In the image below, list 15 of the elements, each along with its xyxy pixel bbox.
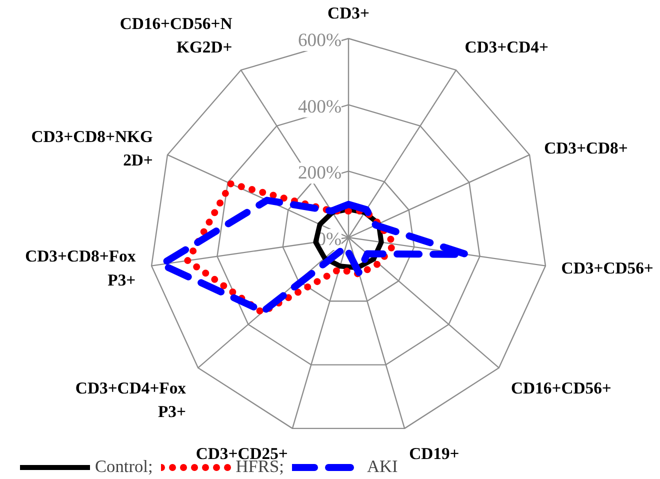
spoke-label: CD16+CD56+NKG2D+ [120,14,232,57]
spoke-label: CD3+CD4+ [464,38,549,57]
legend-label: AKI [366,457,398,477]
spoke-label: CD3+CD8+ [544,138,628,158]
y-tick-label: 600% [298,30,342,51]
legend-label: Control; [95,457,153,477]
spoke-label: CD3+CD56+ [561,258,654,278]
spoke-label: CD3+CD8+NKG2D+ [31,126,153,170]
spoke-label: CD3+CD8+FoxP3+ [25,246,136,290]
spoke-label: CD3+ [328,4,370,22]
spoke-label: CD3+CD4+FoxP3+ [75,378,187,422]
spoke-label: CD19+ [409,444,460,463]
y-tick-label: 200% [298,162,342,184]
spoke-label: CD16+CD56+ [510,378,612,398]
y-tick-label: 400% [298,96,342,118]
